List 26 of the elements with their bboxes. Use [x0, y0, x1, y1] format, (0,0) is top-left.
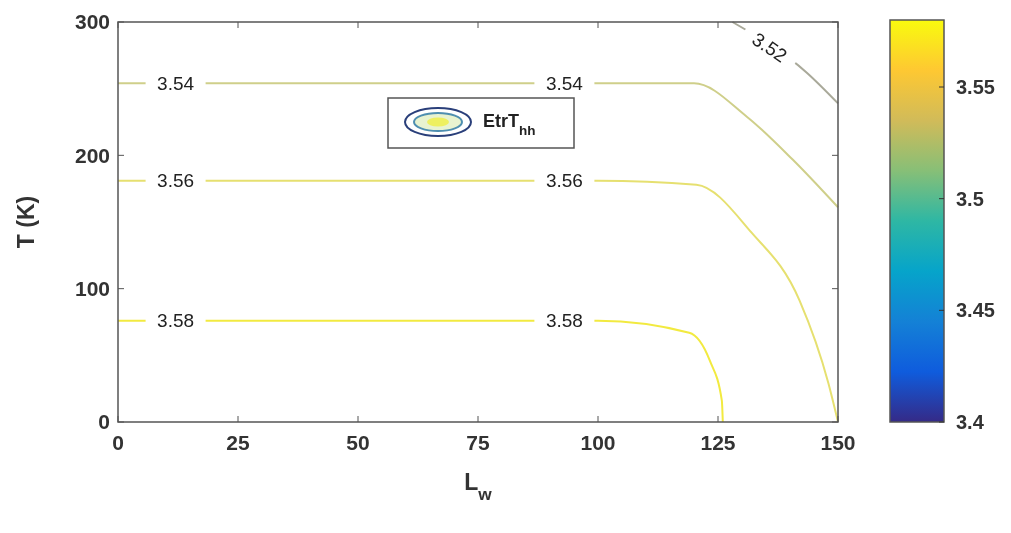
- series-label: 3.58: [157, 310, 195, 332]
- text: 3.52: [748, 28, 791, 67]
- color-bar-label: 3.45: [956, 299, 995, 322]
- color-bar-label: 3.5: [956, 187, 984, 210]
- legend-title: EtrT$_{hh}$: [483, 111, 536, 138]
- x-tick-label: 0: [112, 431, 124, 454]
- text: 3.58: [545, 310, 583, 332]
- y-tick-label: 200: [74, 143, 110, 167]
- series-label: 3.54: [157, 72, 195, 94]
- series-label: 3.56: [157, 170, 195, 192]
- x-tick-label: 150: [820, 431, 856, 454]
- x-tick-label: 50: [346, 431, 370, 454]
- y-tick-label: 300: [74, 10, 110, 34]
- y-axis-title: T (K): [13, 195, 39, 249]
- color-bar-label: 3.55: [956, 76, 995, 98]
- text: 3.56: [545, 170, 583, 192]
- x-tick-label: 25: [226, 431, 250, 454]
- x-tick-label: 75: [466, 431, 490, 454]
- y-tick-label: 100: [74, 277, 110, 301]
- y-tick-label: 0: [98, 410, 110, 434]
- x-tick-label: 125: [700, 431, 736, 454]
- x-axis-title: L$_{w}$: [464, 469, 493, 504]
- x-tick-label: 100: [580, 431, 616, 454]
- color-bar-label: 3.4: [956, 411, 985, 433]
- text: 3.54: [545, 72, 583, 94]
- legend-box: EtrT$_{hh}$: [387, 97, 575, 149]
